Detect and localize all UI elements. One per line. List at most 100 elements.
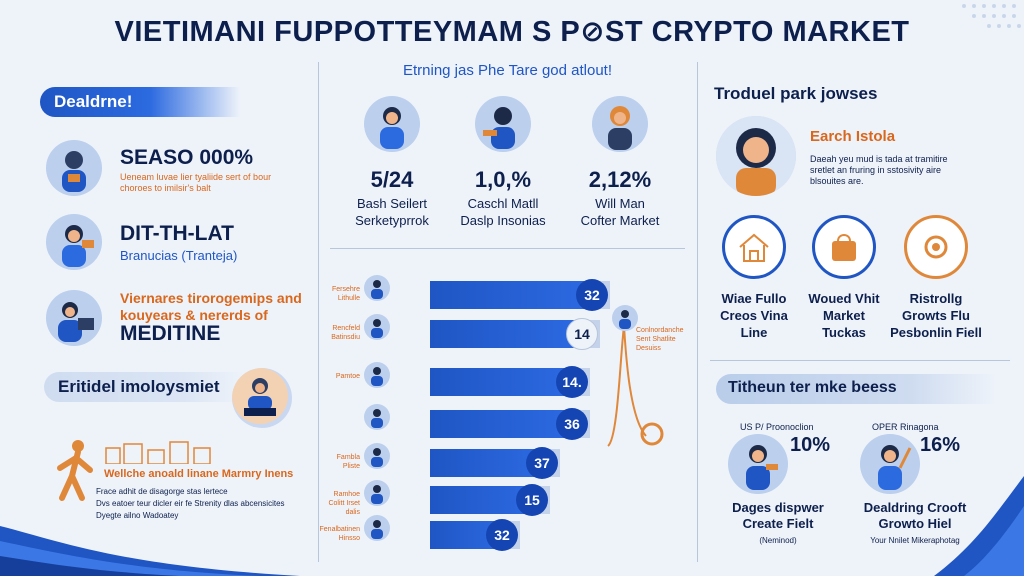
bar-row: Fambla Pliste 37 [330,443,620,479]
bullet-item: Dvs eatoer teur dicler eir fe Strenity d… [96,499,285,508]
page-title: VIETIMANI FUPPOTTEYMAM S P⊘ST CRYPTO MAR… [114,16,910,48]
bar-avatar-icon [364,515,390,541]
bar-fill [430,368,580,396]
bar-label: Ramhoe Colitt Irset dalis [328,491,360,516]
person-avatar-2 [46,214,102,270]
stat-label-line: Cofter Market [580,213,660,228]
bar-row: Fenalbatinen Hinsso 32 [320,515,620,551]
item3-line1: Viernares tirorogemips and [120,290,302,306]
bar-fill [430,320,590,348]
pct-value-1: 10% [790,434,831,456]
stat-label-line: Serketyprrok [355,213,429,228]
bar-label: Pamtoe [335,373,360,380]
side-avatar [612,305,638,331]
right-title: Troduel park jowses [714,84,878,103]
pct-card-top-1: US P/ Proonoclion [740,422,814,432]
bar-label: Rencfeld Batinsdiu [331,325,360,341]
bar-value-badge: 15 [516,484,548,516]
bar-row: Rencfeld Batinsdiu 14 [330,314,620,350]
left-banner: Dealdrne! [40,87,240,117]
middle-divider [330,248,685,249]
orange-line: Wellche anoald linane Marmry Inens [104,468,294,480]
pct-caption-line: Dages dispwer [732,500,824,515]
card-title: Earch Istola [810,128,896,145]
bar-row: Fersehre Lithulle 32 [330,275,620,311]
pct-caption-line: Growto Hiel [878,516,952,531]
bar-avatar-icon [364,275,390,301]
buildings-illustration [105,441,211,464]
pct-caption-line: Dealdring Crooft [863,500,967,515]
pct-tiny-2: Your Nnilet Mikeraphotag [870,536,960,545]
ring-label-line: Woued Vhit [808,291,880,306]
ring-label-line: Tuckas [822,325,866,340]
pct-tiny-1: (Neminod) [759,536,797,545]
ring-label-line: Wiae Fullo [721,291,787,306]
bullet-item: Frace adhit de disagorge stas lertece [96,487,228,496]
side-note: Conlnordanche Sent Shatlite Desuiss [636,327,684,352]
stat-label-3: Will Man Cofter Market [560,195,680,229]
middle-subtitle: Etrning jas Phe Tare god atlout! [402,62,613,79]
column-divider-left [318,62,319,562]
bar-label: Fersehre Lithulle [331,286,360,302]
item1-desc: Ueneam luvae lier tyaliide sert of bour … [120,172,272,193]
ring-label-3: Ristrollg Growts Flu Pesbonlin Fiell [886,290,986,341]
ring-label-line: Market [823,308,865,323]
stat-label-1: Bash Seilert Serketyprrok [332,195,452,229]
card-desc: Daeah yeu mud is tada at tramitire sretl… [810,154,948,186]
stat-value-2: 1,0,% [474,167,532,192]
bullet-item: Dyegte ailno Wadoatey [96,511,179,520]
bar-row: 36 [330,404,620,440]
bar-value-badge: 36 [556,408,588,440]
bar-label: Fenalbatinen Hinsso [319,526,360,542]
growth-ring-icon [904,215,968,279]
bar-value-badge: 32 [576,279,608,311]
right-banner: Titheun ter mke beess [716,374,996,404]
stat-value-1: 5/24 [370,167,414,192]
bar-avatar-icon [364,404,390,430]
dot-pattern-decoration [962,4,1021,28]
item3-line2: kouyears & nererds of [120,307,268,323]
ring-label-1: Wiae Fullo Creos Vina Line [704,290,804,341]
bar-fill [430,410,580,438]
ring-label-2: Woued Vhit Market Tuckas [794,290,894,341]
shopping-bag-ring-icon [812,215,876,279]
item1-title: SEASO 000% [120,146,254,169]
bullet-list: Frace adhit de disagorge stas lertece Dv… [96,486,296,522]
item3-title: MEDITINE [120,322,221,345]
bar-avatar-icon [364,480,390,506]
bar-value-badge: 32 [486,519,518,551]
pct-card-top-2: OPER Rinagona [872,422,939,432]
bar-avatar-icon [364,314,390,340]
column-divider-right [697,62,698,562]
stat-label-line: Daslp Insonias [460,213,546,228]
wave-decoration-right [934,476,1024,576]
woman-portrait [716,116,796,196]
bar-fill [430,281,600,309]
stat-label-line: Bash Seilert [356,196,428,211]
item2-title: DIT-TH-LAT [120,222,234,245]
bar-row: Pamtoe 14. [330,362,620,398]
stat-label-line: Will Man [595,196,645,211]
bar-value-badge: 14. [556,366,588,398]
pct-value-2: 16% [920,434,961,456]
pct-avatar-1 [728,434,788,494]
bar-avatar-icon [364,443,390,469]
house-ring-icon [722,215,786,279]
person-avatar-1 [46,140,102,196]
stat-avatar-2 [475,96,531,152]
pct-caption-2: Dealdring Crooft Growto Hiel [845,500,985,532]
stat-avatar-3 [592,96,648,152]
pct-caption-1: Dages dispwer Create Fielt [708,500,848,532]
bar-value-badge: 37 [526,447,558,479]
item2-subtitle: Branucias (Tranteja) [120,248,238,263]
ring-label-line: Pesbonlin Fiell [890,325,982,340]
stat-label-2: Caschl Matll Daslp Insonias [443,195,563,229]
bar-label: Fambla Pliste [336,454,360,470]
stat-avatar-1 [364,96,420,152]
bar-row: Ramhoe Colitt Irset dalis 15 [328,480,620,516]
pct-caption-line: Create Fielt [742,516,814,531]
person-avatar-3 [46,290,102,346]
pct-avatar-2 [860,434,920,494]
walking-person-illustration [57,440,93,501]
left-banner-2: Eritidel imoloysmiet [44,372,244,402]
